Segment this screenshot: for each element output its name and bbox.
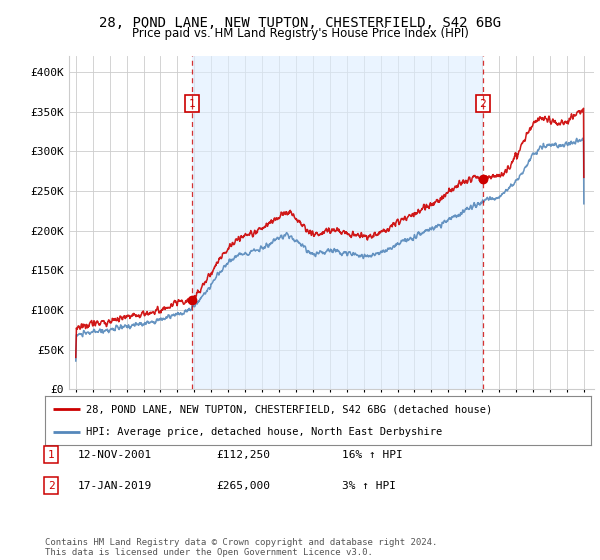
Bar: [192, 56, 483, 389]
Text: 17-JAN-2019: 17-JAN-2019: [78, 480, 152, 491]
Text: 16% ↑ HPI: 16% ↑ HPI: [342, 450, 403, 460]
Text: 2: 2: [47, 480, 55, 491]
Text: 2: 2: [479, 99, 486, 109]
Text: 1: 1: [189, 99, 196, 109]
Text: 3% ↑ HPI: 3% ↑ HPI: [342, 480, 396, 491]
Text: 28, POND LANE, NEW TUPTON, CHESTERFIELD, S42 6BG: 28, POND LANE, NEW TUPTON, CHESTERFIELD,…: [99, 16, 501, 30]
Text: 1: 1: [47, 450, 55, 460]
Text: HPI: Average price, detached house, North East Derbyshire: HPI: Average price, detached house, Nort…: [86, 427, 442, 437]
Text: Price paid vs. HM Land Registry's House Price Index (HPI): Price paid vs. HM Land Registry's House …: [131, 27, 469, 40]
Text: Contains HM Land Registry data © Crown copyright and database right 2024.
This d: Contains HM Land Registry data © Crown c…: [45, 538, 437, 557]
Text: 12-NOV-2001: 12-NOV-2001: [78, 450, 152, 460]
Text: £112,250: £112,250: [216, 450, 270, 460]
Text: 28, POND LANE, NEW TUPTON, CHESTERFIELD, S42 6BG (detached house): 28, POND LANE, NEW TUPTON, CHESTERFIELD,…: [86, 404, 492, 414]
Text: £265,000: £265,000: [216, 480, 270, 491]
